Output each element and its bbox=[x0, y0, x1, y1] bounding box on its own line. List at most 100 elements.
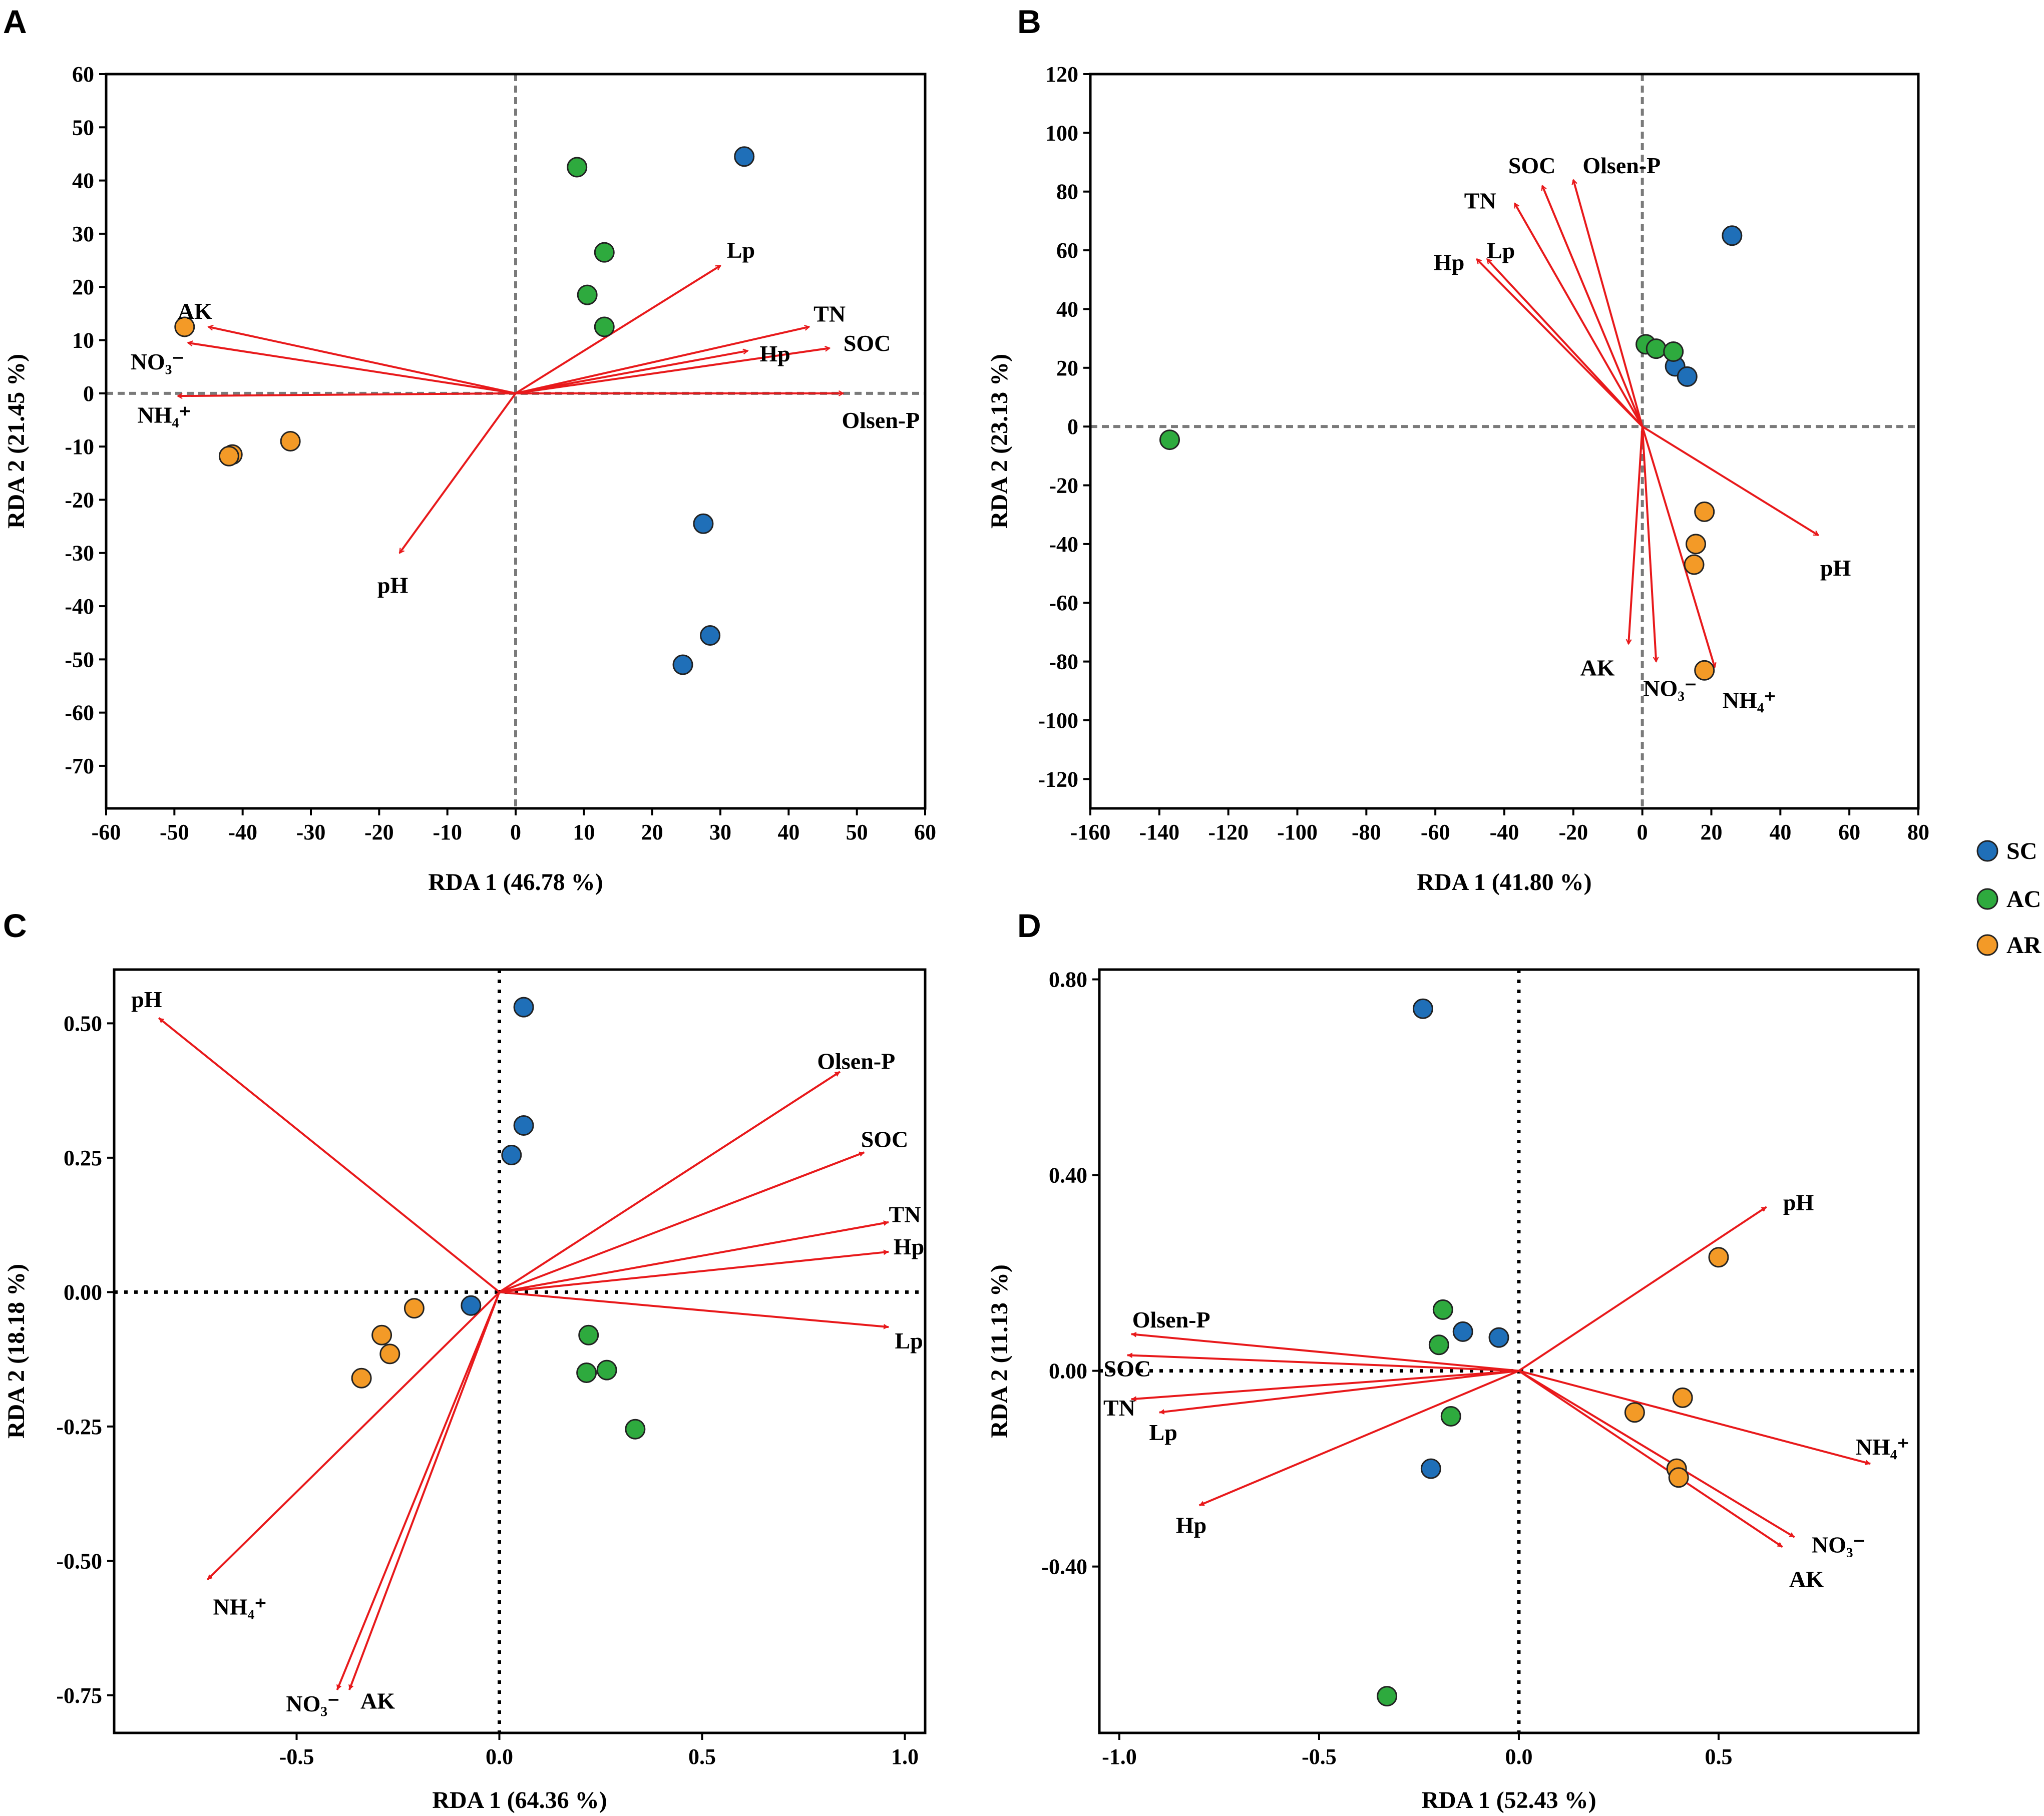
point-ar-8 bbox=[1708, 1247, 1729, 1268]
vector-label-4: Olsen-P bbox=[842, 407, 920, 433]
vector-label-5: Lp bbox=[895, 1328, 923, 1353]
vector-label-3: Lp bbox=[1487, 238, 1515, 263]
point-ar-8 bbox=[174, 316, 195, 337]
point-ar-10 bbox=[1694, 660, 1715, 681]
vector-label-4: Hp bbox=[894, 1234, 924, 1259]
x-tick-label: -0.5 bbox=[1302, 1744, 1337, 1769]
x-axis-title: RDA 1 (64.36 %) bbox=[432, 1787, 607, 1813]
vector-arrow-2 bbox=[515, 351, 748, 394]
y-tick-label: 60 bbox=[1056, 238, 1078, 263]
y-tick-label: -60 bbox=[65, 701, 94, 725]
point-ar-9 bbox=[371, 1324, 392, 1345]
y-tick-label: 0.00 bbox=[64, 1280, 102, 1304]
x-axis-title: RDA 1 (41.80 %) bbox=[1417, 869, 1591, 895]
y-tick-label: -20 bbox=[65, 488, 94, 512]
y-axis-title: RDA 2 (18.18 %) bbox=[3, 1264, 30, 1439]
point-ac-6 bbox=[1159, 429, 1180, 450]
point-sc-1 bbox=[693, 513, 714, 534]
vector-arrow-7 bbox=[178, 392, 516, 396]
x-tick-label: 10 bbox=[573, 820, 595, 844]
point-sc-0 bbox=[1722, 225, 1743, 246]
point-ar-8 bbox=[403, 1298, 425, 1319]
vector-label-0: SOC bbox=[1508, 153, 1556, 178]
legend-label-ar: AR bbox=[2006, 932, 2042, 959]
sample-points bbox=[174, 146, 755, 675]
plot-frame bbox=[1098, 968, 1920, 1734]
vector-label-5: AK bbox=[178, 298, 212, 324]
plot-frame bbox=[1089, 73, 1920, 810]
x-tick-label: 20 bbox=[1701, 820, 1723, 844]
vector-arrow-6 bbox=[1628, 426, 1644, 644]
vector-arrow-0 bbox=[158, 1017, 500, 1293]
vector-label-1: Olsen-P bbox=[817, 1049, 895, 1074]
y-axis: 120 100 80 60 40 20 0 -20 -40 -60 -80 -100 -120 bbox=[1038, 62, 1090, 791]
point-sc-1 bbox=[1452, 1321, 1473, 1342]
y-axis-title: RDA 2 (11.13 %) bbox=[986, 1264, 1013, 1438]
point-ac-6 bbox=[577, 284, 598, 305]
point-ac-4 bbox=[1646, 338, 1667, 359]
vector-arrow-2 bbox=[499, 1151, 865, 1293]
y-tick-label: 40 bbox=[72, 169, 94, 193]
x-tick-label: 0 bbox=[510, 820, 521, 844]
env-vectors bbox=[158, 1017, 889, 1690]
legend-marker-ar bbox=[1976, 934, 1998, 956]
y-tick-label: 0.80 bbox=[1049, 968, 1087, 992]
vector-arrow-3 bbox=[1131, 1370, 1519, 1402]
x-tick-label: -50 bbox=[160, 820, 189, 844]
vector-arrow-6 bbox=[206, 1291, 500, 1581]
x-axis: -60 -50 -40 -30 -20 -10 0 10 20 30 40 50 60 bbox=[92, 808, 936, 844]
x-tick-label: -120 bbox=[1208, 820, 1249, 844]
vector-arrow-7 bbox=[336, 1291, 501, 1690]
point-ac-7 bbox=[625, 1419, 646, 1440]
point-ac-5 bbox=[594, 242, 615, 263]
point-ac-6 bbox=[596, 1359, 617, 1381]
vector-arrow-1 bbox=[1573, 180, 1644, 427]
vector-label-1: Olsen-P bbox=[1132, 1307, 1210, 1332]
vector-label-2: Hp bbox=[759, 341, 790, 366]
x-tick-label: -1.0 bbox=[1102, 1744, 1137, 1769]
vector-arrow-3 bbox=[515, 348, 830, 394]
vector-arrow-4 bbox=[1159, 1370, 1519, 1415]
y-tick-label: 0 bbox=[83, 381, 94, 406]
y-tick-label: -120 bbox=[1038, 767, 1078, 791]
x-tick-label: -0.5 bbox=[279, 1744, 314, 1769]
vector-arrow-1 bbox=[1131, 1331, 1519, 1372]
vector-arrow-4 bbox=[499, 1249, 889, 1293]
y-tick-label: 0.40 bbox=[1049, 1163, 1087, 1188]
vector-label-2: SOC bbox=[1104, 1356, 1151, 1382]
y-tick-label: -80 bbox=[1049, 650, 1078, 674]
point-ac-5 bbox=[1663, 341, 1684, 362]
sample-points bbox=[1159, 225, 1743, 681]
vector-label-2: TN bbox=[1464, 188, 1496, 213]
vector-arrow-5 bbox=[1642, 425, 1818, 536]
x-tick-label: -40 bbox=[1490, 820, 1519, 844]
x-tick-label: 0.0 bbox=[486, 1744, 513, 1769]
vector-label-1: TN bbox=[813, 301, 846, 326]
y-tick-label: 40 bbox=[1056, 297, 1078, 321]
legend-label-sc: SC bbox=[2006, 838, 2037, 864]
y-tick-label: 50 bbox=[72, 115, 94, 140]
env-vectors bbox=[178, 264, 843, 553]
point-sc-3 bbox=[1420, 1458, 1441, 1479]
x-tick-label: -20 bbox=[364, 820, 394, 844]
panel-letter-c: C bbox=[3, 907, 27, 944]
x-tick-label: 60 bbox=[1838, 820, 1860, 844]
vector-label-4: Hp bbox=[1434, 250, 1464, 275]
x-tick-label: 0 bbox=[1637, 820, 1648, 844]
x-tick-label: -60 bbox=[92, 820, 121, 844]
y-tick-label: 20 bbox=[72, 275, 94, 299]
y-tick-label: -60 bbox=[1049, 591, 1078, 615]
env-vectors bbox=[1477, 180, 1818, 667]
legend-marker-sc bbox=[1976, 840, 1998, 862]
y-tick-label: 30 bbox=[72, 222, 94, 246]
x-tick-label: -30 bbox=[296, 820, 326, 844]
x-tick-label: 80 bbox=[1907, 820, 1929, 844]
vector-arrow-5 bbox=[499, 1291, 889, 1329]
sample-points bbox=[1377, 998, 1729, 1707]
y-tick-label: -30 bbox=[65, 541, 94, 566]
vector-arrow-3 bbox=[1487, 259, 1644, 427]
vector-label-8: pH bbox=[377, 573, 408, 598]
vector-label-2: SOC bbox=[861, 1126, 909, 1152]
point-ar-7 bbox=[1694, 501, 1715, 522]
